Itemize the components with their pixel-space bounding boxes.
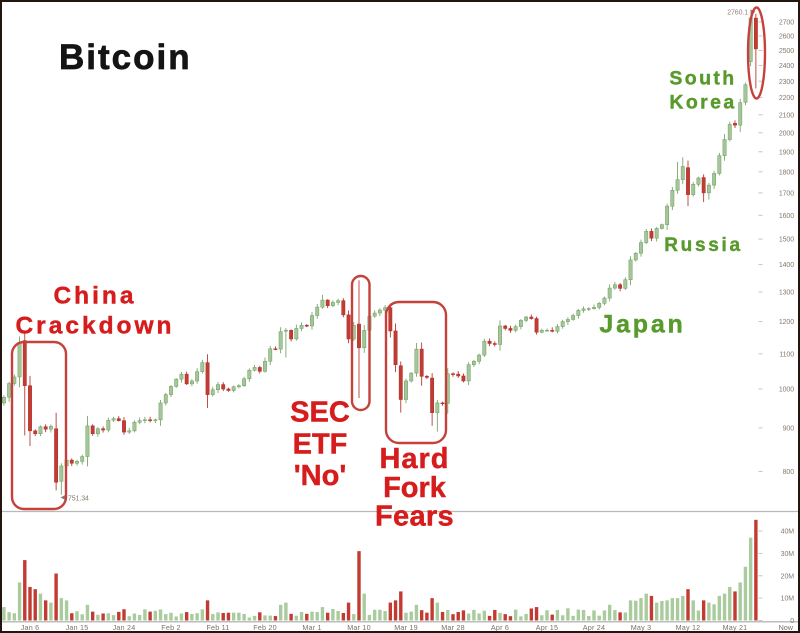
svg-text:Fork: Fork	[383, 472, 447, 504]
svg-text:Korea: Korea	[669, 92, 736, 114]
svg-text:1200: 1200	[779, 319, 794, 326]
svg-text:Bitcoin: Bitcoin	[59, 38, 192, 77]
svg-text:1000: 1000	[779, 387, 794, 394]
svg-text:Japan: Japan	[599, 310, 685, 338]
svg-text:Jan 6: Jan 6	[21, 623, 40, 632]
svg-text:40M: 40M	[781, 529, 795, 536]
svg-text:30M: 30M	[781, 551, 795, 558]
svg-text:Mar 19: Mar 19	[394, 623, 418, 632]
svg-text:751.34: 751.34	[68, 496, 89, 503]
svg-text:2760.1: 2760.1	[727, 10, 748, 17]
svg-text:2600: 2600	[779, 34, 794, 41]
svg-text:Jan 24: Jan 24	[113, 623, 136, 632]
svg-text:ETF: ETF	[293, 429, 348, 461]
svg-text:May 3: May 3	[631, 623, 652, 632]
svg-text:China: China	[53, 283, 136, 310]
svg-text:1600: 1600	[779, 213, 794, 220]
svg-text:Hard: Hard	[379, 443, 449, 475]
svg-text:South: South	[669, 68, 736, 90]
svg-text:Feb 20: Feb 20	[253, 623, 277, 632]
svg-text:Fears: Fears	[375, 501, 454, 533]
svg-text:800: 800	[783, 469, 795, 476]
svg-text:2400: 2400	[779, 63, 794, 70]
svg-text:1800: 1800	[779, 169, 794, 176]
svg-text:1700: 1700	[779, 191, 794, 198]
svg-text:Mar 10: Mar 10	[347, 623, 371, 632]
svg-text:2000: 2000	[779, 130, 794, 137]
svg-text:Feb 2: Feb 2	[161, 623, 180, 632]
svg-text:'No': 'No'	[294, 460, 346, 492]
svg-text:Apr 24: Apr 24	[583, 623, 605, 632]
svg-text:SEC: SEC	[290, 397, 350, 429]
svg-text:20M: 20M	[781, 573, 795, 580]
svg-text:900: 900	[783, 426, 795, 433]
svg-text:2100: 2100	[779, 112, 794, 119]
svg-text:May 12: May 12	[676, 623, 701, 632]
svg-text:2300: 2300	[779, 79, 794, 86]
svg-text:1100: 1100	[779, 351, 794, 358]
svg-text:Mar 1: Mar 1	[302, 623, 321, 632]
svg-text:Mar 28: Mar 28	[441, 623, 465, 632]
svg-text:May 21: May 21	[723, 623, 748, 632]
svg-text:1300: 1300	[779, 290, 794, 297]
svg-text:Feb 11: Feb 11	[206, 623, 229, 632]
svg-text:Apr 6: Apr 6	[491, 623, 509, 632]
svg-text:1900: 1900	[779, 149, 794, 156]
svg-text:Now: Now	[779, 623, 794, 632]
svg-text:Jan 15: Jan 15	[66, 623, 89, 632]
svg-text:2700: 2700	[779, 20, 794, 27]
svg-text:Russia: Russia	[664, 235, 743, 256]
svg-text:Crackdown: Crackdown	[15, 313, 174, 340]
svg-text:Apr 15: Apr 15	[536, 623, 558, 632]
svg-text:1400: 1400	[779, 262, 794, 269]
svg-text:2200: 2200	[779, 95, 794, 102]
svg-text:1500: 1500	[779, 237, 794, 244]
svg-text:0: 0	[790, 618, 794, 625]
svg-text:10M: 10M	[781, 596, 795, 603]
svg-text:2500: 2500	[779, 48, 794, 55]
